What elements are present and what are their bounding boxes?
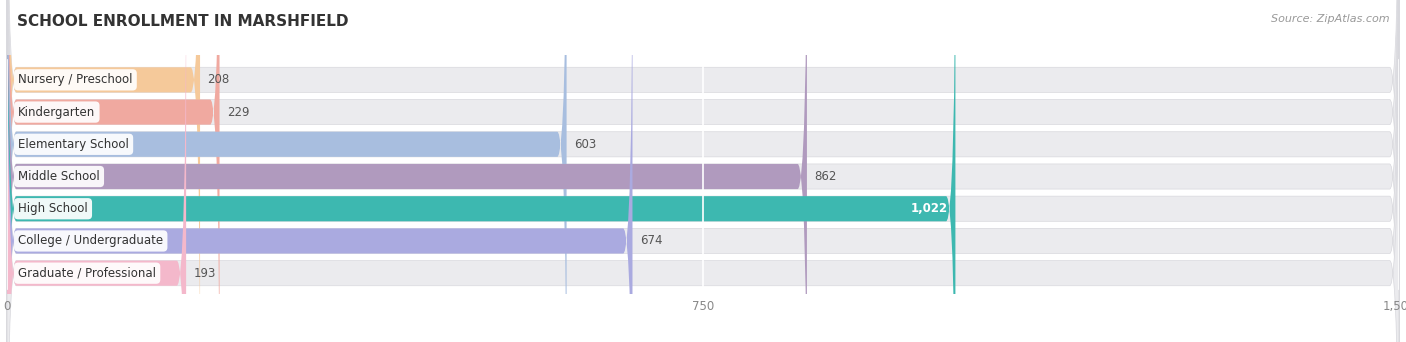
FancyBboxPatch shape <box>7 0 1399 342</box>
Text: Nursery / Preschool: Nursery / Preschool <box>18 73 132 86</box>
FancyBboxPatch shape <box>7 0 186 342</box>
FancyBboxPatch shape <box>7 0 1399 342</box>
Text: SCHOOL ENROLLMENT IN MARSHFIELD: SCHOOL ENROLLMENT IN MARSHFIELD <box>17 14 349 29</box>
Text: College / Undergraduate: College / Undergraduate <box>18 235 163 248</box>
FancyBboxPatch shape <box>7 0 219 342</box>
Text: 1,022: 1,022 <box>911 202 948 215</box>
Text: 208: 208 <box>208 73 229 86</box>
FancyBboxPatch shape <box>7 0 956 342</box>
Text: High School: High School <box>18 202 89 215</box>
Text: Graduate / Professional: Graduate / Professional <box>18 267 156 280</box>
Text: Middle School: Middle School <box>18 170 100 183</box>
FancyBboxPatch shape <box>7 0 1399 342</box>
Text: 603: 603 <box>574 138 596 151</box>
Text: Elementary School: Elementary School <box>18 138 129 151</box>
FancyBboxPatch shape <box>7 0 807 342</box>
FancyBboxPatch shape <box>7 0 1399 342</box>
Text: Source: ZipAtlas.com: Source: ZipAtlas.com <box>1271 14 1389 24</box>
FancyBboxPatch shape <box>7 0 567 342</box>
FancyBboxPatch shape <box>7 0 200 342</box>
FancyBboxPatch shape <box>7 0 633 342</box>
FancyBboxPatch shape <box>7 0 1399 342</box>
Text: 193: 193 <box>194 267 217 280</box>
Text: 229: 229 <box>226 106 249 119</box>
Text: 862: 862 <box>814 170 837 183</box>
Text: Kindergarten: Kindergarten <box>18 106 96 119</box>
FancyBboxPatch shape <box>7 0 1399 342</box>
Text: 674: 674 <box>640 235 662 248</box>
FancyBboxPatch shape <box>7 0 1399 342</box>
